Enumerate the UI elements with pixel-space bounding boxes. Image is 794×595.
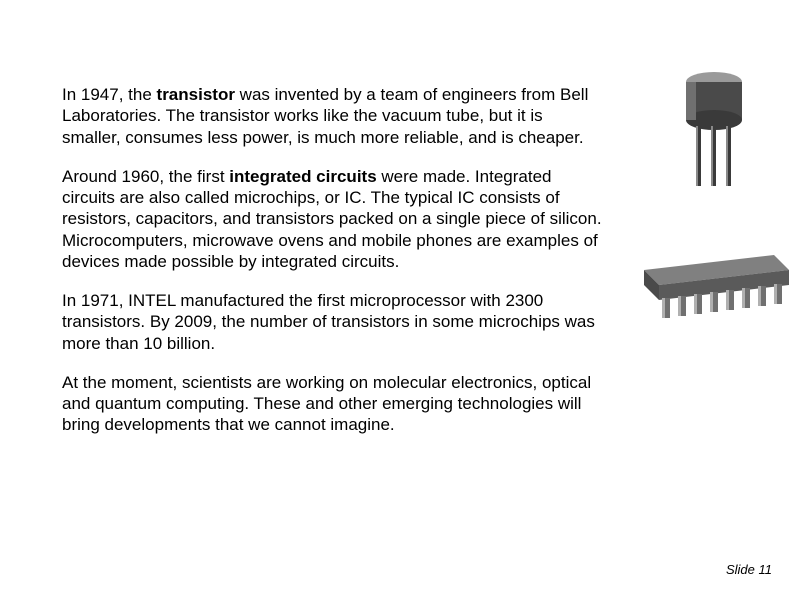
p2-text-a: Around 1960, the first <box>62 167 229 186</box>
paragraph-4: At the moment, scientists are working on… <box>62 372 602 436</box>
paragraph-3: In 1971, INTEL manufactured the first mi… <box>62 290 602 354</box>
slide-body: In 1947, the transistor was invented by … <box>62 84 602 454</box>
p1-bold: transistor <box>157 85 235 104</box>
integrated-circuit-icon <box>624 250 794 330</box>
transistor-icon <box>664 60 764 200</box>
p1-text-a: In 1947, the <box>62 85 157 104</box>
slide-number: Slide 11 <box>726 562 772 577</box>
paragraph-2: Around 1960, the first integrated circui… <box>62 166 602 272</box>
paragraph-1: In 1947, the transistor was invented by … <box>62 84 602 148</box>
p2-bold: integrated circuits <box>229 167 376 186</box>
